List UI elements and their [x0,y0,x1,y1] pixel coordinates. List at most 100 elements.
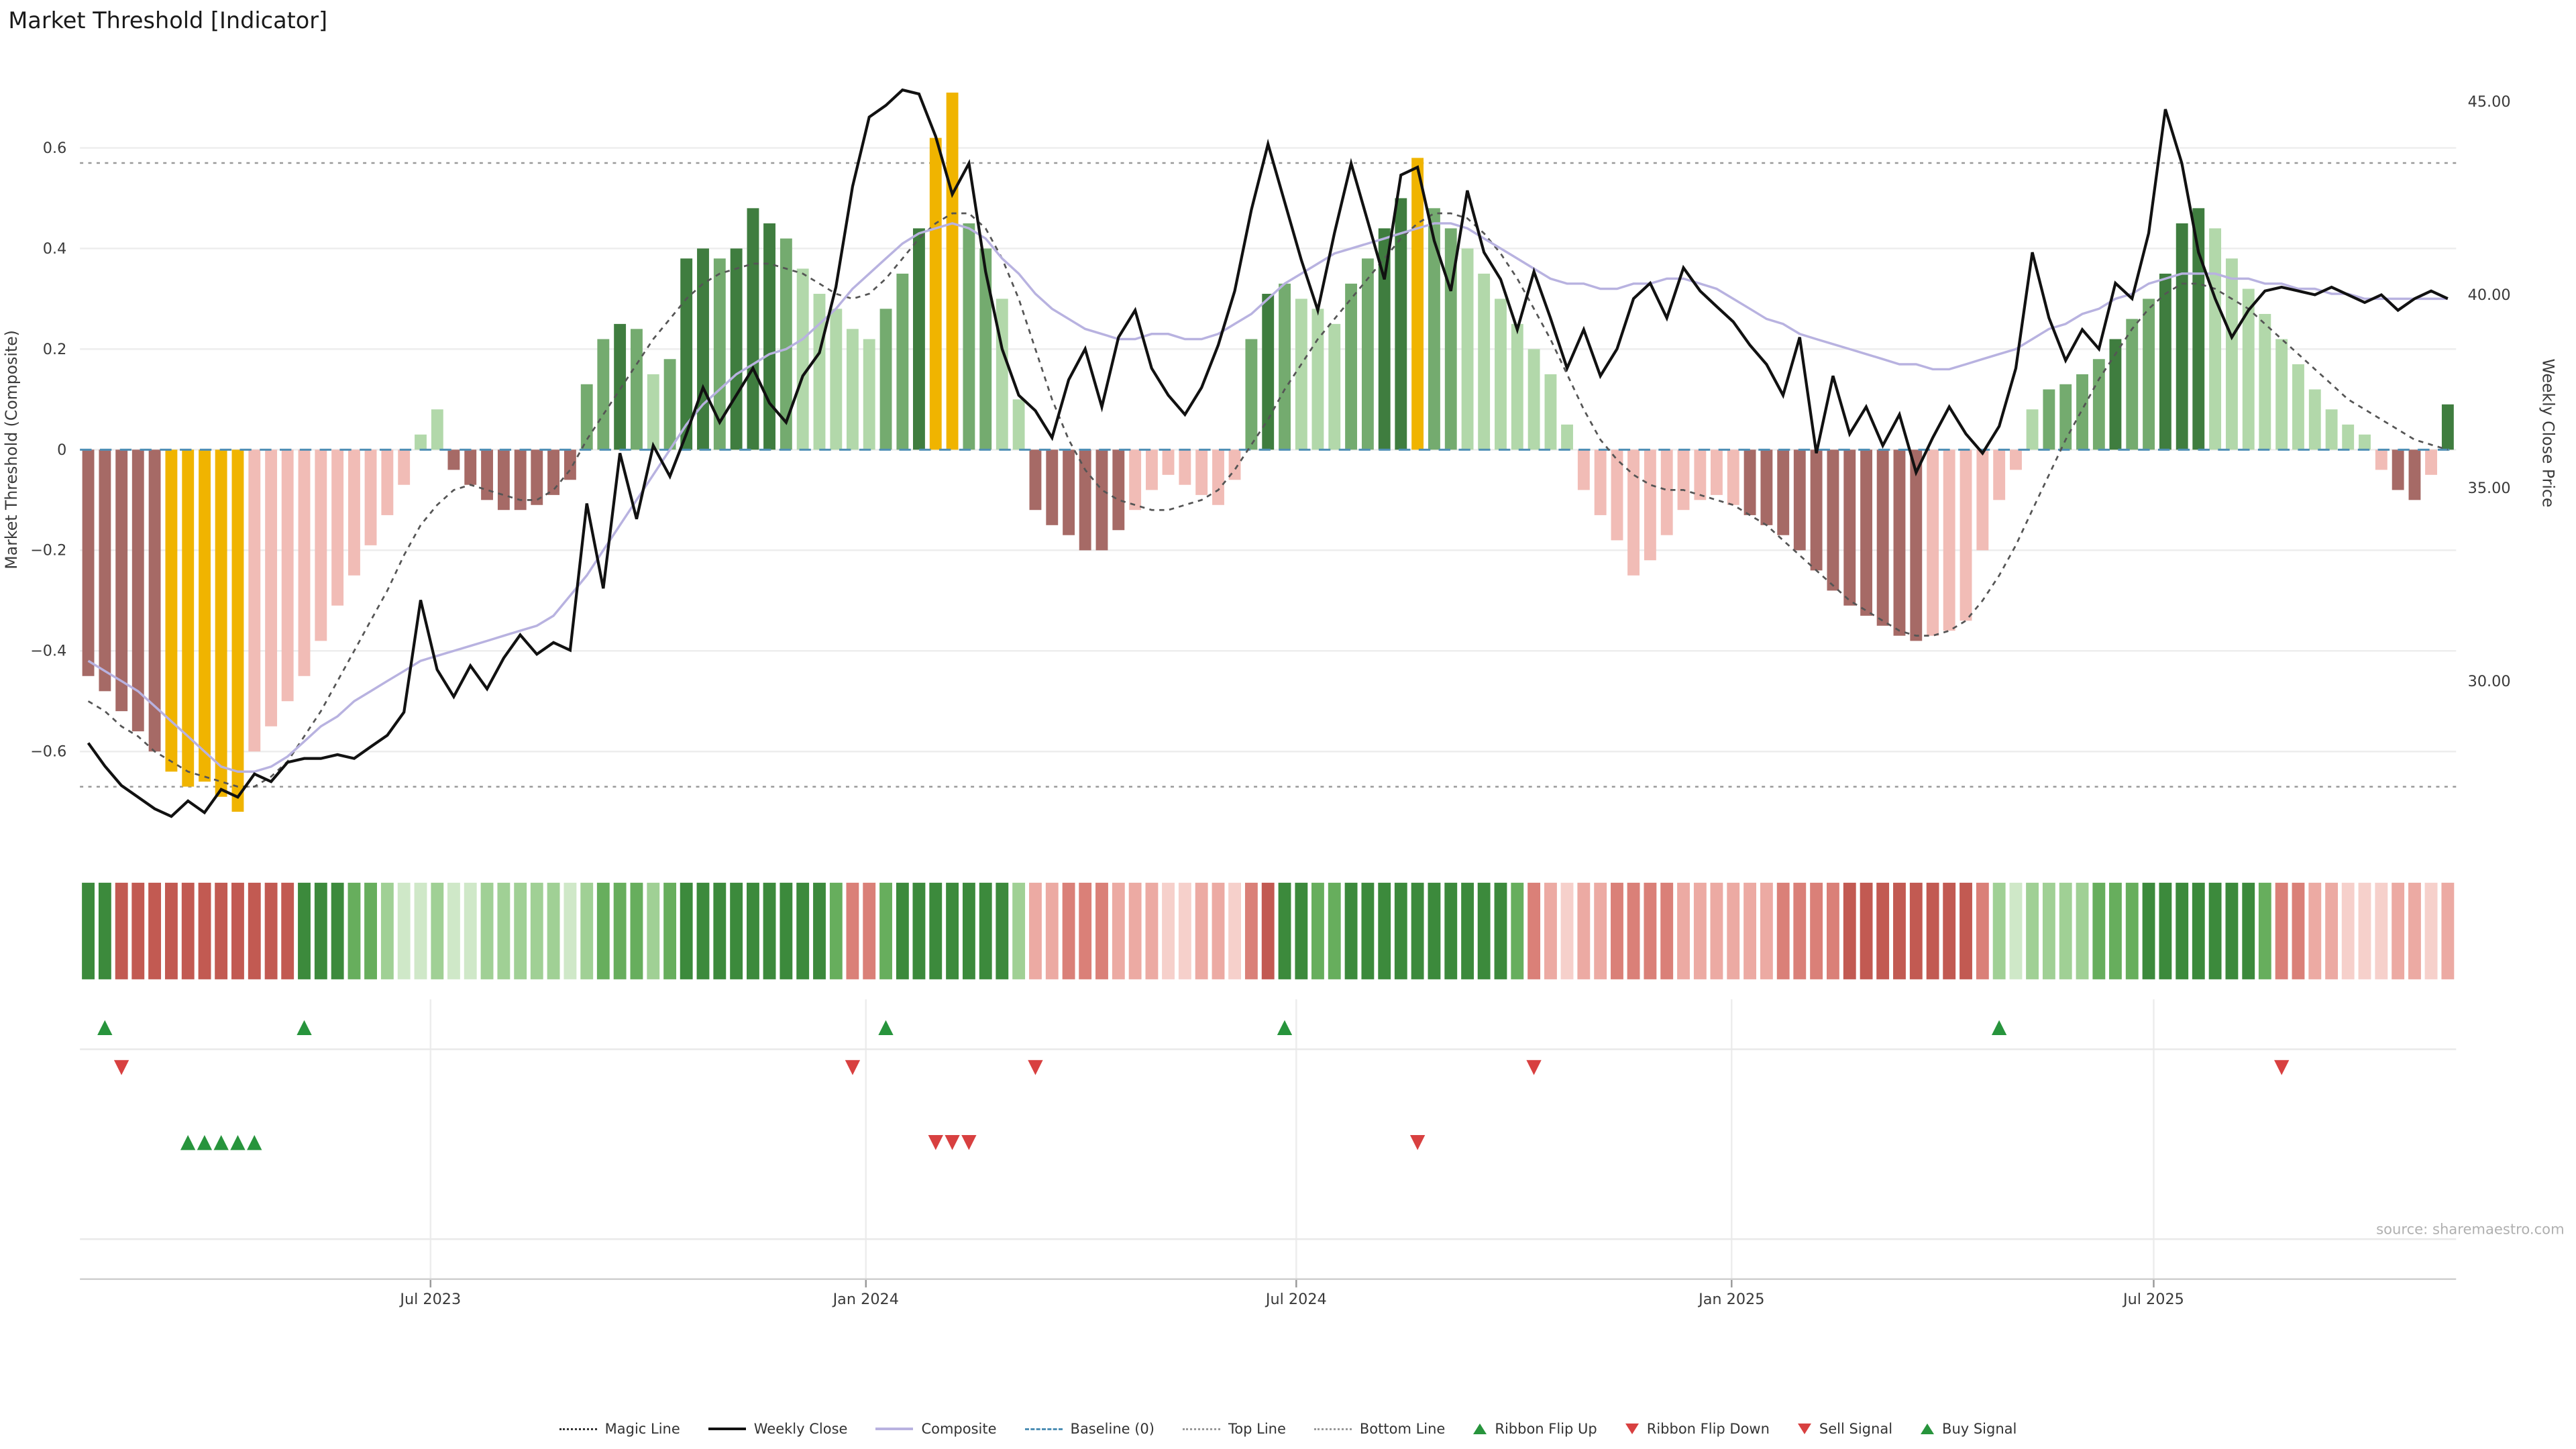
threshold-bar [1993,449,2006,500]
threshold-bar [1228,449,1241,480]
ribbon-cell [1162,882,1175,979]
threshold-bar [1345,283,1358,450]
ribbon-flip-down-marker [2274,1060,2290,1075]
ribbon-cell [2059,882,2072,979]
threshold-bar [431,409,443,450]
y-axis-left-tick-label: 0.2 [43,341,67,358]
y-axis-left-tick-label: −0.2 [30,542,66,559]
threshold-bar [2192,208,2205,450]
threshold-bar [1843,449,1856,606]
ribbon-flip-up-marker [97,1020,113,1036]
legend-label: Magic Line [604,1421,680,1437]
x-axis-tick-label: Jul 2023 [398,1291,461,1308]
threshold-bar [1677,449,1690,511]
ribbon-cell [547,882,560,979]
threshold-bar [1827,449,1839,591]
ribbon-cell [497,882,511,979]
threshold-bar [2292,364,2304,450]
ribbon-cell [281,882,294,979]
ribbon-cell [447,882,460,979]
ribbon-cell [1212,882,1225,979]
ribbon-cell [380,882,394,979]
ribbon-cell [1776,882,1790,979]
threshold-bar [1212,449,1224,505]
threshold-bar [199,449,211,782]
buy-signal-marker [230,1135,246,1150]
threshold-bar [1910,449,1923,641]
threshold-bar [1112,449,1125,531]
threshold-bar [1162,449,1175,475]
ribbon-cell [2275,882,2288,979]
ribbon-cell [2341,882,2355,979]
threshold-bar [1262,293,1275,450]
ribbon-cell [1976,882,1989,979]
threshold-bar [963,223,975,450]
plot-area: Jul 2023 Jan 2024 Jul 2024 Jan 2025 Jul 2025… [30,88,2511,1308]
ribbon-cell [1311,882,1324,979]
threshold-bar [381,449,394,515]
ribbon-cell [1295,882,1308,979]
ribbon-cell [2258,882,2271,979]
ribbon-cell [1560,882,1574,979]
threshold-bar [1378,228,1391,450]
sell-signal-marker [945,1135,960,1150]
threshold-bar [215,449,227,797]
threshold-bar [2143,299,2155,450]
ribbon-cell [530,882,543,979]
ribbon-cell [1793,882,1807,979]
ribbon-cell [215,882,228,979]
threshold-bar [663,359,676,450]
ribbon-cell [1943,882,1956,979]
threshold-bar [398,449,411,485]
ribbon-cell [397,882,411,979]
threshold-bar [896,273,909,450]
ribbon-cell [198,882,211,979]
x-axis-tick-label: Jan 2024 [832,1291,899,1308]
threshold-bar [1876,449,1889,626]
ribbon-cell [2026,882,2039,979]
ribbon-cell [613,882,627,979]
ribbon-cell [2208,882,2222,979]
ribbon-cell [314,882,327,979]
threshold-bar [763,223,775,450]
threshold-bar [1694,449,1707,500]
triangle-up-icon [1473,1424,1487,1434]
legend-label: Baseline (0) [1070,1421,1155,1437]
ribbon-cell [1743,882,1757,979]
ribbon-cell [912,882,926,979]
ribbon-cell [879,882,892,979]
ribbon-flip-down-marker [113,1060,129,1075]
x-axis-tick-label: Jul 2025 [2122,1291,2184,1308]
ribbon-cell [1893,882,1906,979]
triangle-down-icon [1625,1424,1639,1434]
threshold-bar [481,449,493,500]
threshold-bar [913,228,925,450]
threshold-bar [1893,449,1906,636]
threshold-bar [1793,449,1806,551]
threshold-bar [1976,449,1989,551]
ribbon-cell [2108,882,2122,979]
ribbon-cell [1611,882,1623,979]
ribbon-cell [1727,882,1740,979]
legend-label: Bottom Line [1359,1421,1446,1437]
threshold-bar [564,449,576,480]
threshold-bar [1710,449,1723,495]
ribbon-cell [1926,882,1939,979]
ribbon-cell [1461,882,1474,979]
threshold-bar [2242,288,2255,450]
ribbon-cell [2292,882,2305,979]
threshold-bar [2375,449,2387,470]
threshold-bar [796,268,809,450]
ribbon-cell [1960,882,1972,979]
ribbon-cell [780,882,793,979]
threshold-bar [2159,273,2171,450]
ribbon-cell [1594,882,1607,979]
threshold-bar [165,449,178,772]
legend-label: Sell Signal [1819,1421,1893,1437]
legend-item-ribbon-flip-up: Ribbon Flip Up [1473,1421,1597,1437]
legend-item-top-line: Top Line [1183,1421,1286,1437]
threshold-bar [1960,449,1972,621]
sell-signal-marker [928,1135,943,1150]
